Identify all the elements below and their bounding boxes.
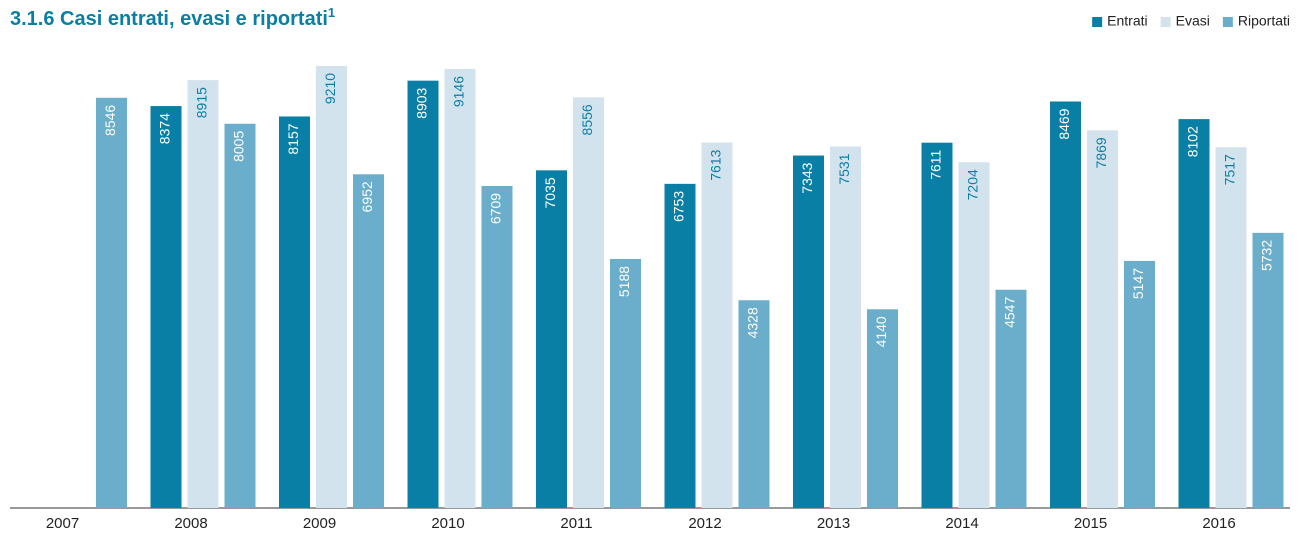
x-tick-label: 2016 bbox=[1202, 515, 1235, 532]
legend-swatch bbox=[1160, 17, 1171, 27]
value-label: 7613 bbox=[708, 149, 724, 180]
x-tick-label: 2010 bbox=[431, 515, 464, 532]
bar bbox=[738, 300, 770, 508]
bar bbox=[407, 80, 439, 508]
bar bbox=[536, 170, 567, 508]
bar bbox=[1252, 232, 1284, 508]
title-text: 3.1.6 Casi entrati, evasi e riportati bbox=[10, 8, 328, 30]
value-label: 8915 bbox=[194, 87, 210, 118]
bar bbox=[995, 289, 1027, 508]
bar bbox=[1215, 147, 1247, 508]
x-tick-label: 2009 bbox=[303, 515, 336, 532]
value-label: 8005 bbox=[231, 131, 247, 162]
value-label: 8546 bbox=[102, 105, 118, 136]
title-note: 1 bbox=[328, 5, 335, 20]
value-label: 4140 bbox=[873, 316, 889, 347]
value-label: 8102 bbox=[1185, 126, 1201, 157]
bar bbox=[150, 106, 182, 508]
value-label: 6952 bbox=[359, 181, 375, 212]
bar bbox=[664, 183, 696, 508]
bar bbox=[958, 162, 990, 508]
value-label: 9146 bbox=[451, 76, 467, 107]
bar bbox=[610, 258, 641, 508]
bar bbox=[96, 97, 127, 509]
x-tick-label: 2008 bbox=[174, 515, 207, 532]
bar bbox=[316, 65, 347, 509]
value-label: 8157 bbox=[285, 123, 301, 154]
x-tick-label: 2011 bbox=[560, 515, 592, 532]
bar bbox=[1124, 260, 1155, 508]
value-label: 7343 bbox=[799, 162, 815, 193]
chart-title: 3.1.6 Casi entrati, evasi e riportati1 bbox=[10, 5, 335, 30]
value-label: 8556 bbox=[579, 104, 595, 135]
legend-label: Riportati bbox=[1238, 13, 1290, 29]
bar bbox=[573, 97, 604, 508]
value-label: 7869 bbox=[1093, 137, 1109, 168]
bar bbox=[444, 68, 476, 508]
bar bbox=[867, 309, 898, 508]
bar bbox=[1178, 119, 1210, 508]
bar bbox=[187, 80, 219, 508]
bar bbox=[279, 116, 310, 509]
value-label: 6709 bbox=[488, 193, 504, 224]
value-label: 7517 bbox=[1222, 154, 1238, 185]
bar bbox=[921, 142, 953, 508]
bar bbox=[701, 142, 733, 509]
legend-label: Evasi bbox=[1176, 13, 1210, 29]
bar bbox=[830, 146, 861, 508]
value-label: 8469 bbox=[1056, 108, 1072, 139]
value-label: 8903 bbox=[414, 87, 430, 118]
bar bbox=[481, 185, 513, 508]
x-tick-label: 2012 bbox=[688, 515, 721, 532]
value-label: 4328 bbox=[745, 307, 761, 338]
value-label: 7531 bbox=[836, 153, 852, 184]
bar bbox=[353, 174, 384, 508]
bar bbox=[793, 155, 824, 508]
legend-swatch bbox=[1092, 17, 1103, 27]
legend-label: Entrati bbox=[1107, 13, 1147, 29]
x-tick-label: 2014 bbox=[945, 515, 978, 532]
value-label: 7204 bbox=[965, 169, 981, 200]
value-label: 5147 bbox=[1130, 268, 1146, 299]
x-tick-label: 2015 bbox=[1074, 515, 1107, 532]
x-tick-label: 2013 bbox=[817, 515, 850, 532]
value-label: 5188 bbox=[616, 266, 632, 297]
value-label: 7611 bbox=[928, 149, 944, 179]
x-tick-label: 2007 bbox=[46, 515, 79, 532]
value-label: 5732 bbox=[1259, 240, 1275, 271]
value-label: 7035 bbox=[542, 177, 558, 208]
value-label: 9210 bbox=[322, 73, 338, 104]
value-label: 4547 bbox=[1002, 297, 1018, 328]
legend-swatch bbox=[1222, 17, 1233, 27]
value-label: 6753 bbox=[671, 191, 687, 222]
bar bbox=[1087, 130, 1118, 508]
value-label: 8374 bbox=[157, 113, 173, 144]
bar bbox=[224, 123, 256, 508]
bar bbox=[1050, 101, 1081, 508]
